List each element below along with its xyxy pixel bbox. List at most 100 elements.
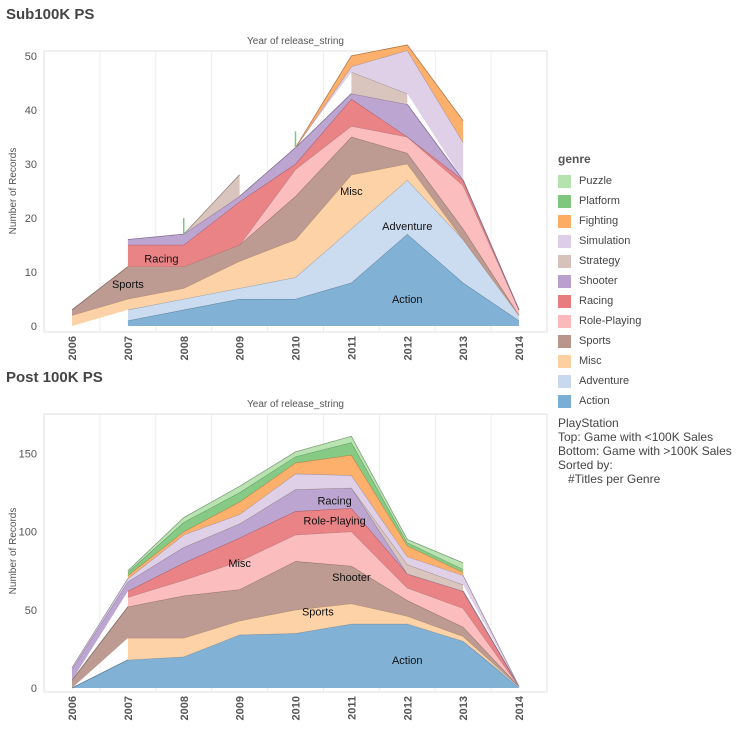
note-line: PlayStation	[558, 416, 619, 430]
x-tick-label: 2014	[514, 335, 526, 360]
y-tick-label: 150	[19, 448, 37, 460]
column-header: Year of release_string	[247, 36, 344, 47]
legend-item-puzzle[interactable]: Puzzle	[558, 171, 743, 191]
legend-label: Sports	[579, 335, 611, 347]
area-edge-fighting	[295, 44, 464, 148]
x-tick-label: 2010	[291, 336, 303, 360]
x-tick-label: 2008	[179, 696, 191, 720]
area-edge-adventure	[127, 179, 520, 316]
area-shooter	[127, 93, 520, 310]
area-edge-puzzle	[127, 435, 464, 571]
note-line: Bottom: Game with >100K Sales	[558, 444, 732, 458]
y-tick-label: 0	[31, 321, 37, 333]
y-tick-label: 30	[25, 159, 37, 171]
legend-swatch	[558, 354, 571, 368]
chart-1: Year of release_string 0 10 20 30 40 50 Number …	[8, 36, 548, 360]
area-fighting	[295, 45, 464, 148]
legend-swatch	[558, 234, 571, 248]
legend-label: Strategy	[579, 255, 620, 267]
y-tick-label: 50	[25, 51, 37, 63]
legend-label: Action	[579, 395, 610, 407]
area-role-playing	[127, 531, 520, 687]
x-tick-label: 2009	[235, 696, 247, 720]
x-tick-label: 2012	[402, 336, 414, 360]
y-tick-label: 0	[31, 683, 37, 695]
x-tick-label: 2013	[458, 336, 470, 360]
note-line: Sorted by:	[558, 458, 613, 472]
legend-item-misc[interactable]: Misc	[558, 351, 743, 371]
legend-item-platform[interactable]: Platform	[558, 191, 743, 211]
legend-item-fighting[interactable]: Fighting	[558, 211, 743, 231]
legend-label: Simulation	[579, 235, 631, 247]
legend-item-role-playing[interactable]: Role-Playing	[558, 311, 743, 331]
x-tick-label: 2009	[235, 336, 247, 360]
legend-label: Shooter	[579, 275, 618, 287]
legend-swatch	[558, 374, 571, 388]
x-tick-label: 2011	[346, 696, 358, 720]
area-label: Action	[392, 294, 423, 306]
y-tick-label: 100	[19, 527, 37, 539]
legend-label: Fighting	[579, 215, 619, 227]
area-action	[72, 623, 519, 688]
legend-label: Adventure	[579, 375, 630, 387]
y-axis-label: Number of Records	[8, 148, 19, 235]
area-label: Shooter	[332, 572, 371, 584]
note-line: Top: Game with <100K Sales	[558, 430, 714, 444]
plot-frame	[43, 50, 548, 333]
legend-item-shooter[interactable]: Shooter	[558, 271, 743, 291]
legend-swatch	[558, 294, 571, 308]
legend-title: genre	[558, 152, 591, 166]
chart-2: Year of release_string 0 50 100 150 Number of…	[8, 399, 548, 720]
x-tick-label: 2006	[67, 696, 79, 720]
area-strategy	[183, 487, 464, 592]
area-role-playing	[127, 126, 520, 316]
area-simulation	[295, 50, 464, 181]
y-tick-label: 20	[25, 213, 37, 225]
y-tick-label: 50	[25, 605, 37, 617]
chart-title-sub100k: Sub100K PS	[6, 6, 95, 23]
legend-swatch	[558, 194, 571, 208]
y-tick-label: 10	[25, 267, 37, 279]
area-edge-strategy	[183, 487, 464, 586]
area-label: Action	[392, 655, 423, 667]
legend-swatch	[558, 174, 571, 188]
legend-label: Role-Playing	[579, 315, 642, 327]
legend-swatch	[558, 274, 571, 288]
area-sports	[72, 561, 519, 688]
legend-swatch	[558, 214, 571, 228]
x-tick-label: 2007	[123, 336, 135, 360]
legend-item-simulation[interactable]: Simulation	[558, 231, 743, 251]
legend-item-action[interactable]: Action	[558, 391, 743, 411]
column-header: Year of release_string	[247, 399, 344, 410]
y-tick-label: 40	[25, 105, 37, 117]
legend-label: Puzzle	[579, 175, 613, 187]
area-label: Racing	[144, 253, 178, 265]
chart-note: PlayStation Top: Game with <100K Sales Bot…	[558, 416, 732, 486]
note-line: #Titles per Genre	[558, 472, 661, 486]
area-label: Sports	[112, 279, 144, 291]
legend-item-racing[interactable]: Racing	[558, 291, 743, 311]
y-axis-label: Number of Records	[8, 508, 19, 595]
legend-swatch	[558, 314, 571, 328]
x-tick-label: 2012	[402, 696, 414, 720]
legend-label: Racing	[579, 295, 614, 307]
x-tick-label: 2007	[123, 696, 135, 720]
legend-item-adventure[interactable]: Adventure	[558, 371, 743, 391]
area-edge-role-playing	[127, 125, 520, 310]
area-adventure	[127, 180, 520, 321]
legend-item-sports[interactable]: Sports	[558, 331, 743, 351]
area-label: Sports	[302, 606, 334, 618]
legend-item-strategy[interactable]: Strategy	[558, 251, 743, 271]
legend-swatch	[558, 334, 571, 348]
x-tick-label: 2011	[346, 336, 358, 360]
plot-frame	[43, 413, 548, 693]
area-label: Role-Playing	[303, 516, 365, 528]
area-label: Misc	[340, 186, 363, 198]
x-tick-label: 2014	[514, 695, 526, 720]
area-strategy	[351, 72, 408, 105]
area-sports	[72, 136, 519, 316]
area-action	[127, 234, 520, 326]
area-misc	[72, 163, 519, 326]
area-racing	[127, 508, 520, 687]
